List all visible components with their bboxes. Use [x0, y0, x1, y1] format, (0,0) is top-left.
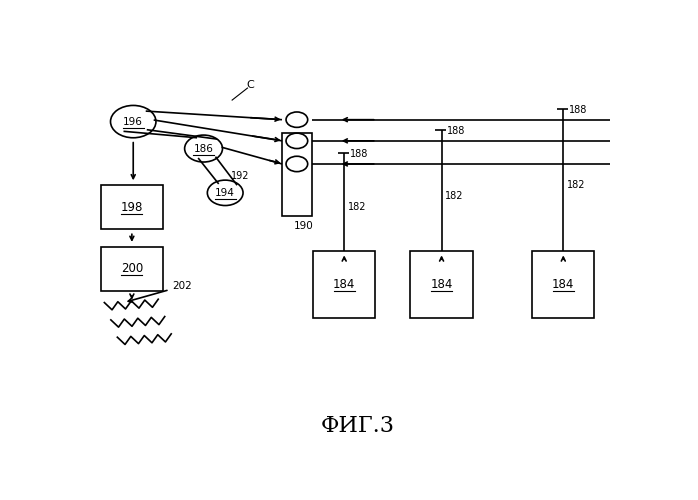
- Text: 196: 196: [124, 116, 143, 126]
- Bar: [101, 246, 163, 291]
- Bar: [101, 185, 163, 230]
- Text: 198: 198: [121, 201, 143, 214]
- Text: 186: 186: [193, 144, 214, 154]
- Text: 184: 184: [431, 278, 453, 291]
- Text: 200: 200: [121, 262, 143, 276]
- Text: C: C: [247, 80, 255, 90]
- Bar: [282, 133, 312, 216]
- Text: 184: 184: [333, 278, 355, 291]
- Text: 190: 190: [294, 220, 314, 230]
- Text: 184: 184: [552, 278, 574, 291]
- Text: 188: 188: [350, 150, 368, 160]
- Bar: [532, 250, 595, 318]
- Text: ФИГ.3: ФИГ.3: [320, 415, 395, 437]
- Text: 182: 182: [445, 190, 464, 200]
- Bar: [410, 250, 473, 318]
- Text: 182: 182: [567, 180, 586, 190]
- Text: 202: 202: [128, 281, 192, 302]
- Text: 192: 192: [230, 172, 249, 181]
- Text: 188: 188: [569, 105, 587, 115]
- Text: 194: 194: [215, 188, 235, 198]
- Text: 188: 188: [447, 126, 466, 136]
- Text: 182: 182: [348, 202, 366, 212]
- Bar: [313, 250, 376, 318]
